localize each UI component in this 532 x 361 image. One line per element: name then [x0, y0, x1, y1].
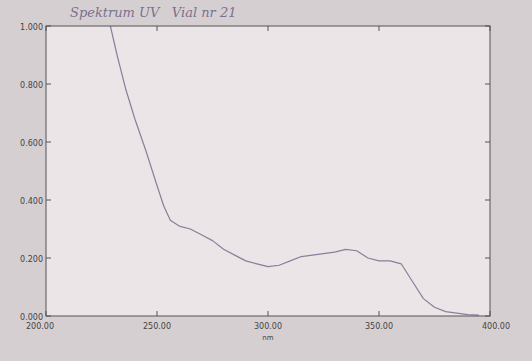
y-tick-label: 0.000 [20, 313, 43, 322]
chart: Spektrum UV Vial nr 21 0.000 0.200 0.400 0.6… [0, 0, 532, 361]
y-tick [46, 258, 51, 259]
x-tick-label: 250.00 [143, 322, 171, 331]
y-tick [485, 258, 490, 259]
plot-area [46, 26, 490, 316]
x-tick [268, 26, 269, 31]
title: Spektrum UV Vial nr 21 [70, 5, 236, 20]
x-tick [157, 26, 158, 31]
y-tick-label: 0.200 [20, 255, 43, 264]
y-tick [485, 200, 490, 201]
y-tick-label: 0.800 [20, 81, 43, 90]
x-tick-label: 400.00 [482, 322, 510, 331]
y-tick-label: 0.400 [20, 197, 43, 206]
background [0, 0, 532, 361]
x-tick [379, 311, 380, 316]
plot-group [110, 26, 479, 315]
x-axis-label: nm [262, 334, 273, 342]
x-tick [157, 311, 158, 316]
x-tick-label: 350.00 [365, 322, 393, 331]
y-tick [485, 142, 490, 143]
y-tick [485, 84, 490, 85]
spectrum-line [110, 26, 479, 315]
x-tick-label: 200.00 [26, 322, 54, 331]
x-tick [379, 26, 380, 31]
y-tick [46, 200, 51, 201]
y-tick-label: 0.600 [20, 139, 43, 148]
x-tick [268, 311, 269, 316]
plot-frame [46, 26, 490, 316]
x-tick-label: 300.00 [254, 322, 282, 331]
y-tick-label: 1.000 [20, 23, 43, 32]
y-tick [46, 84, 51, 85]
y-tick [46, 142, 51, 143]
